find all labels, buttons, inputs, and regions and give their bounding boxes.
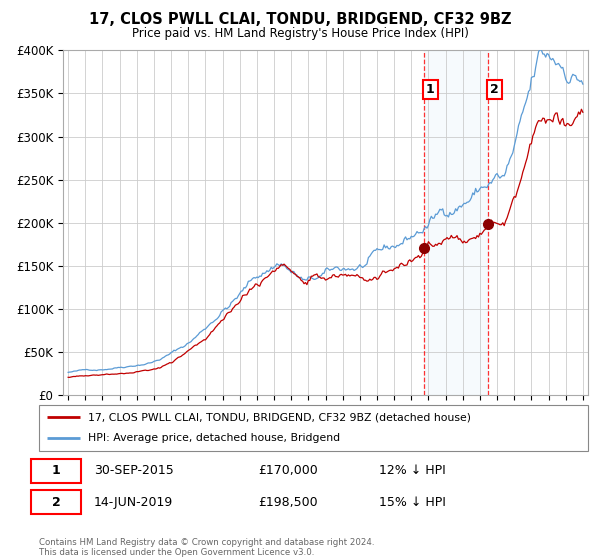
- Text: 2: 2: [52, 496, 61, 509]
- Text: £170,000: £170,000: [259, 464, 319, 478]
- Text: 2: 2: [490, 83, 499, 96]
- FancyBboxPatch shape: [39, 405, 588, 451]
- Text: 17, CLOS PWLL CLAI, TONDU, BRIDGEND, CF32 9BZ: 17, CLOS PWLL CLAI, TONDU, BRIDGEND, CF3…: [89, 12, 511, 27]
- Text: 1: 1: [426, 83, 434, 96]
- Text: £198,500: £198,500: [259, 496, 318, 509]
- Bar: [424, 50, 488, 395]
- Text: 14-JUN-2019: 14-JUN-2019: [94, 496, 173, 509]
- FancyBboxPatch shape: [31, 491, 81, 514]
- Text: 1: 1: [52, 464, 61, 478]
- Text: Contains HM Land Registry data © Crown copyright and database right 2024.
This d: Contains HM Land Registry data © Crown c…: [39, 538, 374, 557]
- Text: 17, CLOS PWLL CLAI, TONDU, BRIDGEND, CF32 9BZ (detached house): 17, CLOS PWLL CLAI, TONDU, BRIDGEND, CF3…: [88, 412, 472, 422]
- Text: 15% ↓ HPI: 15% ↓ HPI: [379, 496, 446, 509]
- Text: 12% ↓ HPI: 12% ↓ HPI: [379, 464, 446, 478]
- Text: HPI: Average price, detached house, Bridgend: HPI: Average price, detached house, Brid…: [88, 433, 341, 444]
- FancyBboxPatch shape: [31, 459, 81, 483]
- Text: 30-SEP-2015: 30-SEP-2015: [94, 464, 173, 478]
- Text: Price paid vs. HM Land Registry's House Price Index (HPI): Price paid vs. HM Land Registry's House …: [131, 27, 469, 40]
